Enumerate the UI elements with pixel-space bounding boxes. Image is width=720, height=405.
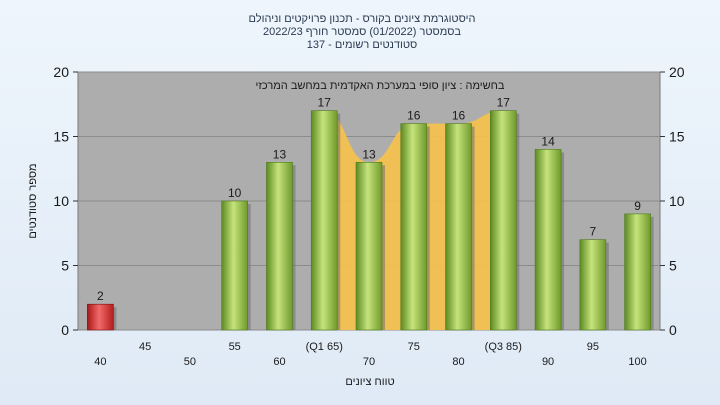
y-axis-left-ticks: 0 5 10 15 20 — [53, 64, 78, 338]
bar-100 — [624, 213, 651, 331]
value-label-(Q3 85): 17 — [497, 96, 511, 110]
bars — [87, 110, 654, 331]
x-tick-label: 40 — [94, 356, 106, 368]
chart-title-line-1: היסטוגרמת ציונים בקורס - תכנון פרויקטים … — [249, 12, 476, 25]
y-axis-right-ticks: 0 5 10 15 20 — [660, 64, 685, 338]
value-label-70: 13 — [362, 147, 376, 161]
x-tick-label: 100 — [628, 356, 646, 368]
value-label-60: 13 — [273, 147, 287, 161]
bar-(Q1 65) — [310, 110, 338, 331]
bar-90 — [534, 149, 562, 331]
value-label-90: 14 — [541, 134, 555, 148]
bar-55 — [221, 200, 248, 331]
y-tick-label-left: 0 — [61, 322, 69, 338]
x-tick-label: 75 — [408, 341, 420, 353]
x-tick-label: (Q3 85) — [485, 341, 522, 353]
bar-70 — [355, 162, 383, 331]
y-tick-label-right: 15 — [669, 129, 685, 145]
x-tick-label: 80 — [452, 356, 464, 368]
y-tick-label-left: 20 — [53, 64, 69, 80]
value-label-(Q1 65): 17 — [318, 96, 332, 110]
chart-annotation: בחשימה : ציון סופי במערכת האקדמית במחשב … — [256, 80, 505, 92]
y-tick-label-right: 0 — [669, 322, 677, 338]
bar-75 — [400, 123, 428, 331]
value-label-40: 2 — [97, 289, 104, 303]
value-label-80: 16 — [452, 109, 466, 123]
y-tick-label-right: 5 — [669, 258, 677, 274]
y-tick-label-right: 10 — [669, 193, 685, 209]
y-axis-label: מספר סטודנטים — [27, 163, 39, 238]
y-tick-label-left: 10 — [53, 193, 69, 209]
chart-title: היסטוגרמת ציונים בקורס - תכנון פרויקטים … — [249, 12, 476, 51]
bar-95 — [579, 239, 607, 331]
bar-80 — [445, 123, 472, 331]
x-tick-label: 95 — [587, 341, 599, 353]
x-tick-label: 70 — [363, 356, 375, 368]
chart-title-line-3: 137 - סטודנטים רשומים — [307, 39, 418, 51]
y-tick-label-right: 20 — [669, 64, 685, 80]
y-tick-label-left: 15 — [53, 129, 69, 145]
bar-60 — [266, 162, 293, 331]
value-label-100: 9 — [634, 199, 641, 213]
x-axis-ticks: 40 45 50 55 60 (Q1 65) 70 75 80 (Q3 85) 90 95 100 — [94, 341, 647, 368]
value-label-55: 10 — [228, 186, 242, 200]
chart-title-line-2: בסמסטר (01/2022) סמסטר חורף 2022/23 — [263, 26, 461, 38]
value-label-95: 7 — [590, 225, 597, 239]
x-tick-label: 45 — [139, 341, 151, 353]
value-label-75: 16 — [407, 109, 421, 123]
x-tick-label: (Q1 65) — [306, 341, 343, 353]
bar-(Q3 85) — [490, 110, 517, 331]
x-tick-label: 50 — [184, 356, 196, 368]
bar-40 — [87, 303, 114, 331]
x-tick-label: 55 — [229, 341, 241, 353]
x-tick-label: 90 — [542, 356, 554, 368]
value-labels: 2 10 13 17 13 16 16 17 14 7 9 — [97, 96, 641, 304]
x-tick-label: 60 — [273, 356, 285, 368]
x-axis-label: טווח ציונים — [345, 376, 394, 388]
y-tick-label-left: 5 — [61, 258, 69, 274]
